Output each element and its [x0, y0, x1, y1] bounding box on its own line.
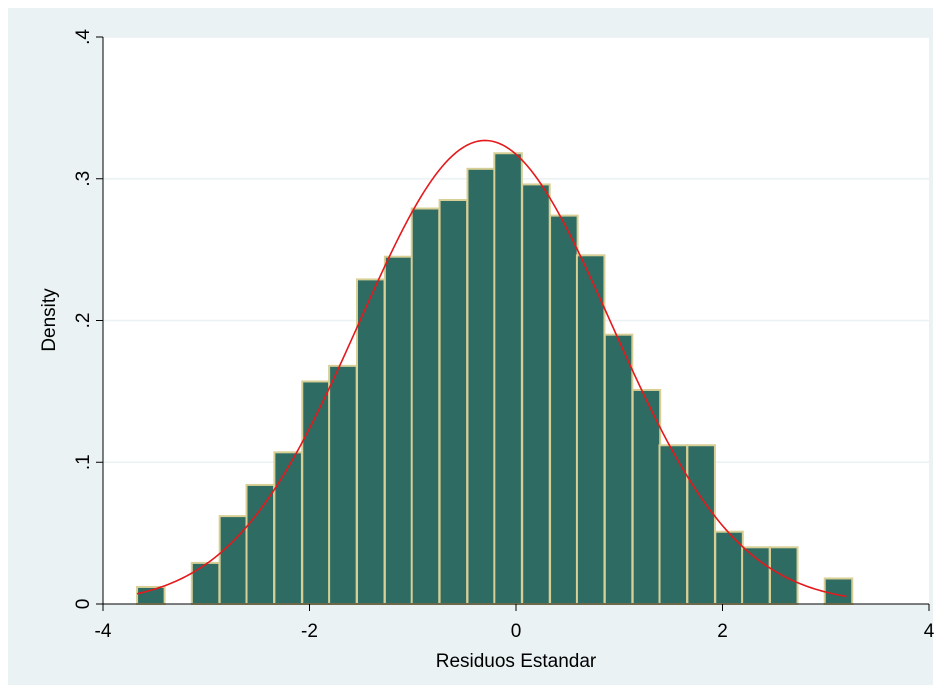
histogram-bar-2 [218, 515, 249, 605]
x-axis-label: Residuos Estandar [436, 651, 597, 672]
x-tick-label-1: -2 [301, 621, 318, 642]
histogram-bar-12 [493, 152, 523, 606]
histogram-bar-16 [603, 333, 634, 605]
x-tick-label-0: -4 [95, 621, 112, 642]
histogram-bar-9 [410, 207, 441, 606]
histogram-bar-3 [245, 483, 276, 605]
y-tick-label-3: .3 [73, 171, 94, 187]
x-tick-label-4: 4 [924, 621, 935, 642]
histogram-bar-18 [658, 444, 689, 605]
normal-density-curve [136, 139, 847, 598]
histogram-bar-14 [549, 214, 579, 605]
histogram-bars [136, 152, 854, 606]
histogram-bar-6 [328, 364, 358, 605]
y-tick-label-2: .2 [73, 313, 94, 329]
histogram-bar-8 [383, 255, 414, 605]
histogram-bar-17 [631, 388, 662, 605]
histogram-bar-4 [273, 451, 303, 606]
histogram-bar-11 [466, 167, 497, 605]
histogram-bar-13 [521, 183, 551, 605]
histogram-bar-21 [741, 546, 771, 605]
x-axis-ticks: -4 -2 0 2 4 [95, 604, 935, 642]
histogram-bar-1 [190, 561, 221, 606]
histogram-bar-5 [301, 380, 331, 606]
histogram-bar-10 [438, 199, 469, 605]
y-axis-label: Density [39, 288, 60, 352]
y-tick-label-1: .1 [73, 454, 94, 470]
y-tick-label-4: .4 [73, 29, 94, 45]
histogram-bar-23 [823, 577, 854, 605]
y-axis-ticks: 0 .1 .2 .3 .4 [73, 29, 103, 610]
histogram-bar-15 [575, 254, 606, 605]
histogram-bar-20 [714, 530, 744, 606]
x-tick-label-3: 2 [717, 621, 728, 642]
histogram-bar-7 [355, 278, 386, 605]
y-tick-label-0: 0 [73, 599, 94, 610]
x-tick-label-2: 0 [511, 621, 522, 642]
histogram-bar-19 [686, 444, 716, 605]
